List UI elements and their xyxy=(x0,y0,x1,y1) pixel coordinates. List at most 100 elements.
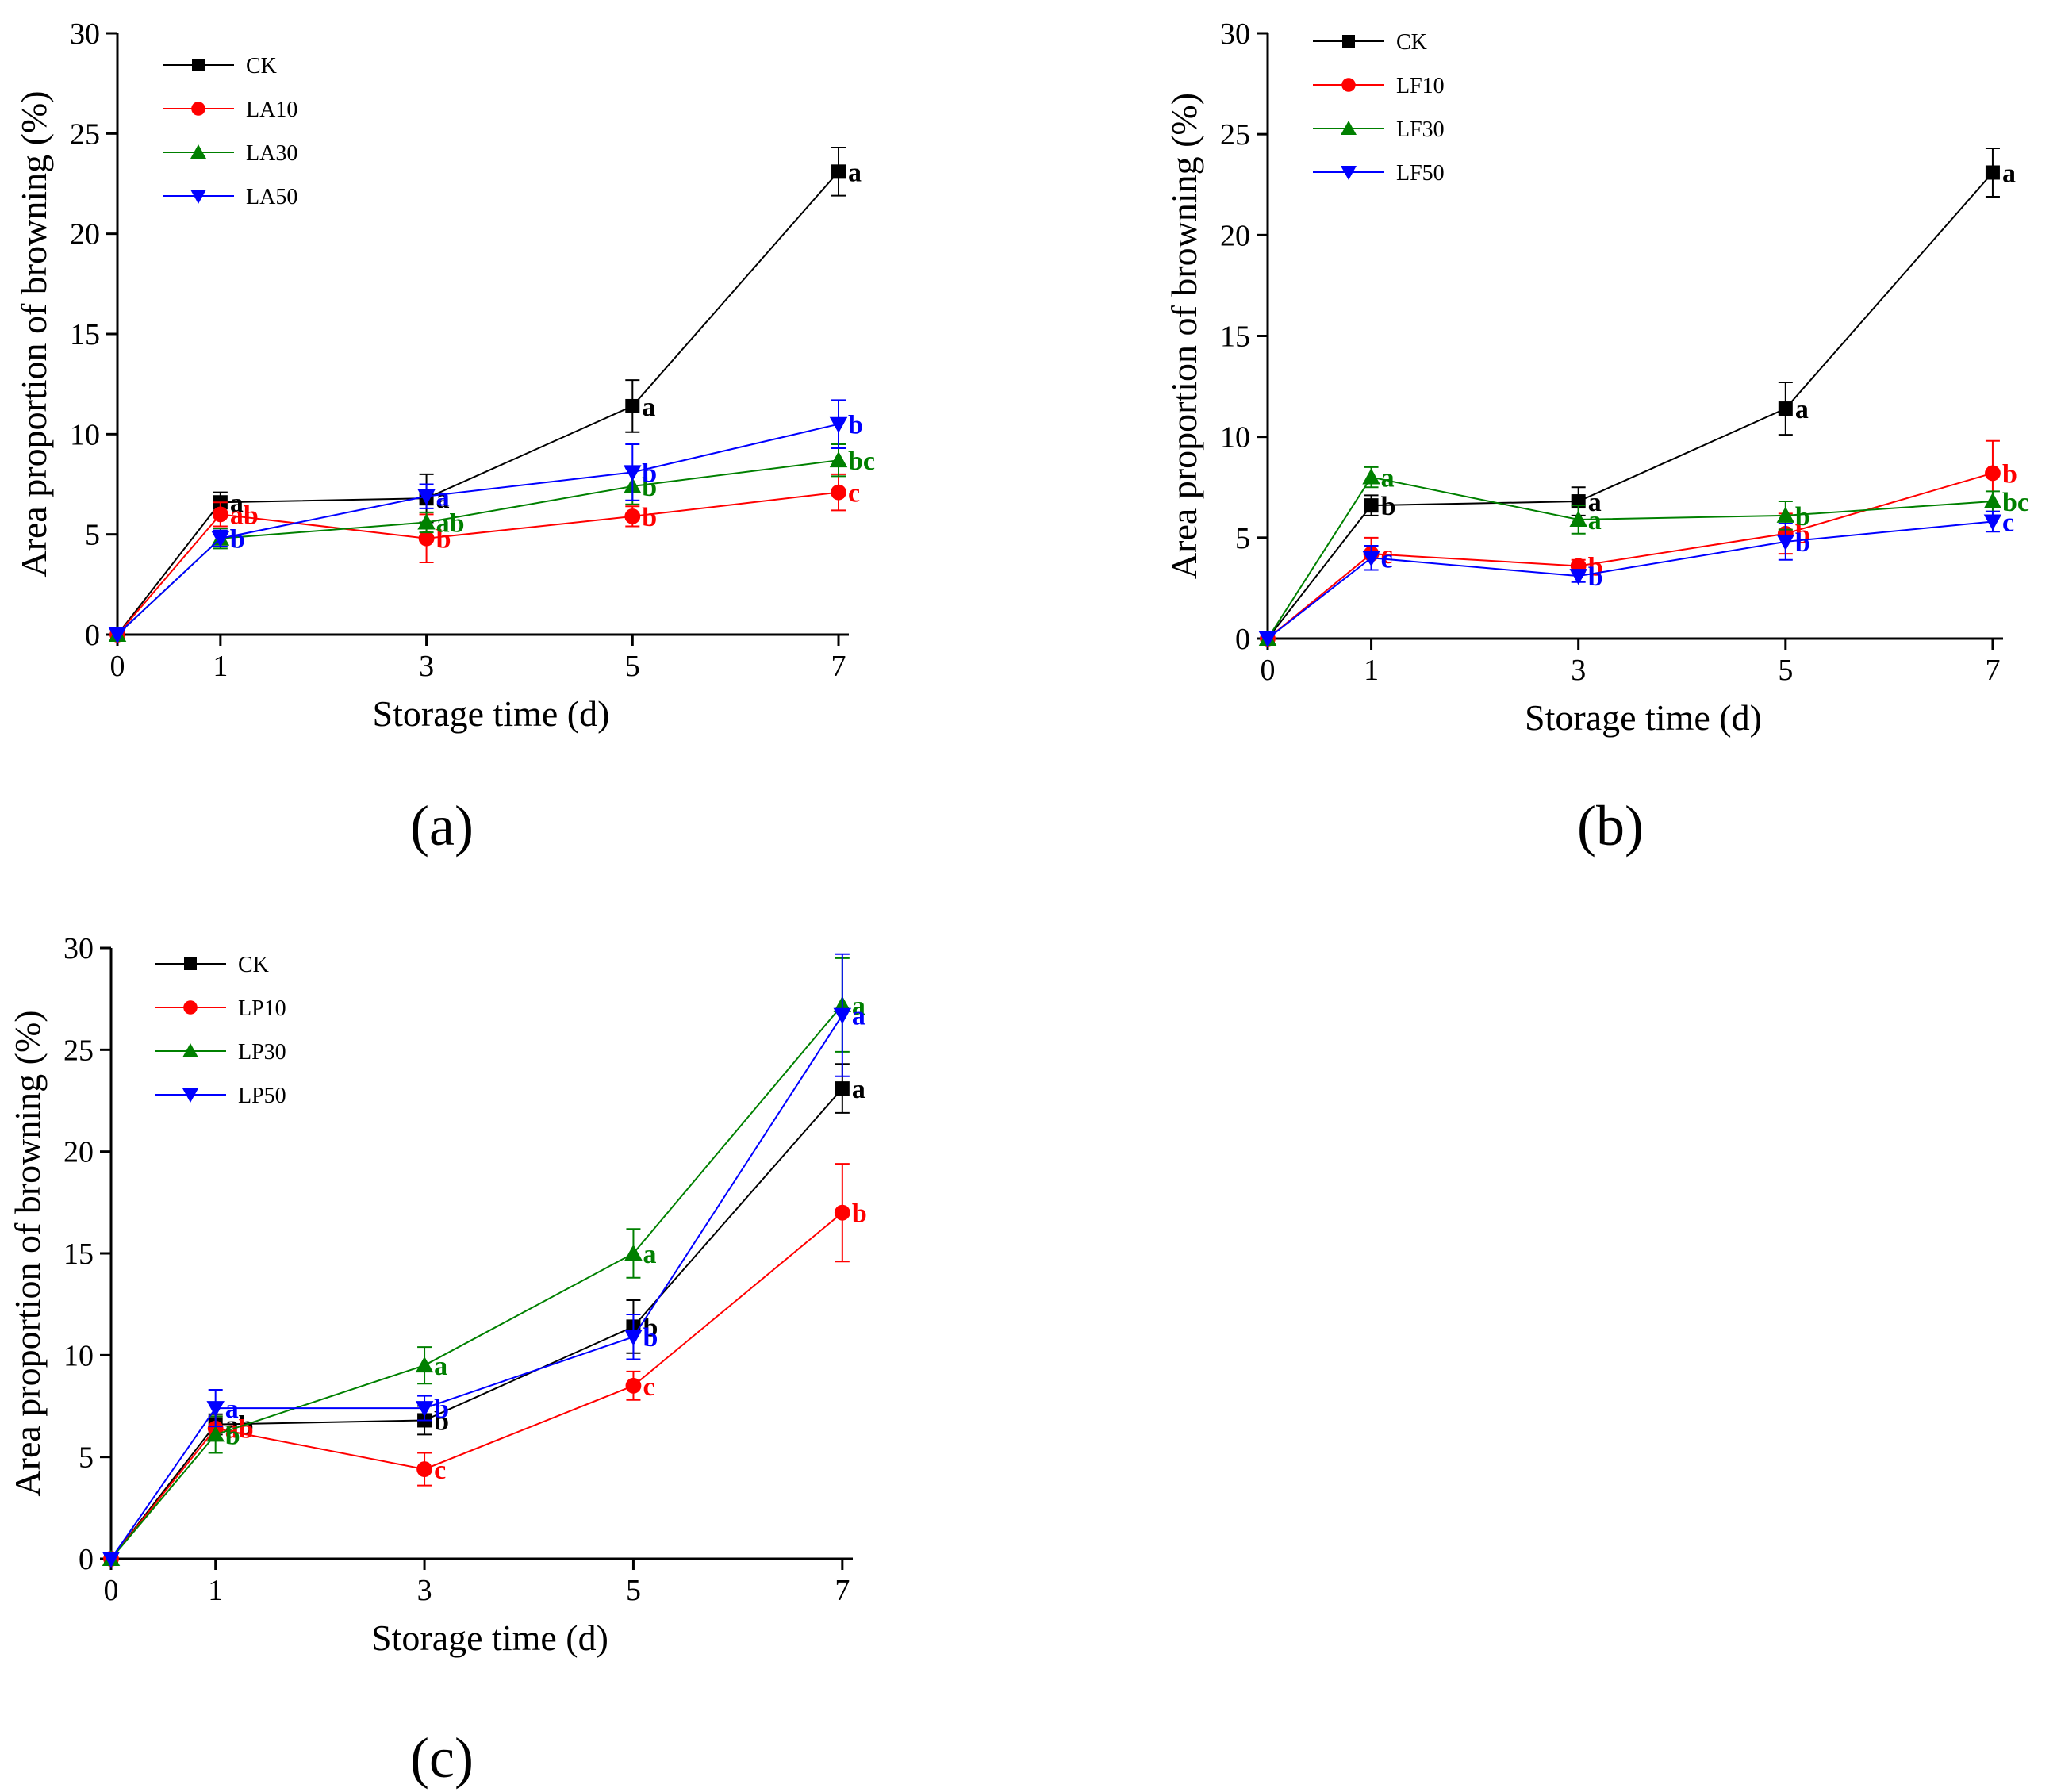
data-point xyxy=(108,627,127,644)
legend-marker xyxy=(191,102,205,116)
significance-letter: c xyxy=(434,1456,446,1485)
panel-label: (c) xyxy=(410,1726,474,1790)
y-tick-label: 10 xyxy=(1220,421,1250,455)
data-point xyxy=(1364,498,1379,513)
significance-letter: a xyxy=(434,1352,447,1381)
data-point xyxy=(102,1552,121,1568)
data-point xyxy=(1778,401,1793,416)
legend-label: CK xyxy=(246,54,277,79)
significance-letter: b xyxy=(434,1395,449,1424)
series-LF30: aa b bc xyxy=(1258,464,2029,646)
data-point xyxy=(1776,534,1795,551)
data-point xyxy=(829,416,848,433)
x-axis-title: Storage time (d) xyxy=(373,693,610,734)
series-line xyxy=(110,1004,843,1560)
data-point xyxy=(1258,631,1277,648)
legend-marker xyxy=(182,1043,198,1057)
significance-letter: b xyxy=(1381,492,1396,521)
significance-letter: a xyxy=(230,489,244,518)
significance-letter: a xyxy=(848,158,862,187)
data-point xyxy=(416,1461,432,1477)
series-LP50: a bba xyxy=(102,953,865,1568)
x-tick-label: 5 xyxy=(625,650,640,683)
data-point xyxy=(831,484,846,501)
x-tick-label: 5 xyxy=(1778,654,1793,687)
significance-letter: b xyxy=(643,1323,658,1353)
data-point xyxy=(624,465,642,482)
y-tick-label: 25 xyxy=(1220,118,1250,152)
data-point xyxy=(829,451,848,468)
significance-letter: b xyxy=(436,525,451,554)
data-point xyxy=(212,506,228,523)
series-line xyxy=(110,1211,843,1560)
series-line xyxy=(110,1015,843,1560)
y-tick-label: 5 xyxy=(1235,522,1250,555)
data-point xyxy=(211,531,230,547)
y-tick-label: 30 xyxy=(70,17,100,51)
legend-label: LA50 xyxy=(246,185,297,209)
data-point xyxy=(835,1081,850,1096)
significance-letter: a xyxy=(436,483,450,512)
legend-label: LF30 xyxy=(1396,117,1445,142)
significance-letter: b xyxy=(852,1199,867,1229)
significance-letter: a xyxy=(852,1002,865,1031)
y-tick-label: 20 xyxy=(1220,219,1250,252)
data-point xyxy=(417,513,436,530)
significance-letter: a xyxy=(436,485,450,514)
y-axis-title: Area proportion of browning (%) xyxy=(13,90,54,577)
legend-label: LP30 xyxy=(238,1040,286,1065)
legend-label: CK xyxy=(238,953,269,977)
legend-marker xyxy=(183,1000,198,1015)
x-tick-label: 7 xyxy=(1985,654,2000,687)
significance-letter: a xyxy=(225,1395,239,1424)
legend-marker xyxy=(190,190,206,204)
legend-label: LA30 xyxy=(246,141,297,166)
significance-letter: ab xyxy=(436,509,465,539)
legend-label: CK xyxy=(1396,30,1427,55)
series-line xyxy=(117,459,839,635)
x-tick-label: 0 xyxy=(104,1574,119,1607)
chart-panel-c: 0 5 10 15 20 25 30 0 1 3 5 7 Storage time (d) Area pr… xyxy=(7,932,867,1790)
significance-letter: bc xyxy=(848,447,875,476)
data-point xyxy=(833,1007,852,1024)
data-point xyxy=(1362,551,1380,567)
y-tick-label: 25 xyxy=(63,1034,94,1067)
data-point xyxy=(206,1401,225,1418)
series-line xyxy=(1267,171,1994,639)
x-tick-label: 0 xyxy=(110,650,125,683)
y-tick-label: 10 xyxy=(63,1339,94,1372)
significance-letter: b xyxy=(642,503,657,532)
y-tick-label: 0 xyxy=(79,1543,94,1576)
legend-marker xyxy=(1342,35,1355,48)
significance-letter: c xyxy=(1381,540,1393,570)
y-tick-label: 15 xyxy=(63,1238,94,1271)
significance-letter: bc xyxy=(2002,488,2029,517)
legend-marker xyxy=(190,144,206,159)
y-tick-label: 15 xyxy=(1220,320,1250,354)
x-tick-label: 5 xyxy=(626,1574,641,1607)
series-line xyxy=(110,1088,843,1560)
legend-marker xyxy=(1341,78,1356,92)
x-tick-label: 1 xyxy=(208,1574,223,1607)
chart-panel-a: 0 5 10 15 20 25 30 0 1 3 5 7 Storage time (d) Area pr… xyxy=(13,17,875,858)
significance-letter: b xyxy=(230,525,245,554)
data-point xyxy=(624,1244,643,1261)
legend-label: LA10 xyxy=(246,98,297,122)
data-point xyxy=(624,508,641,524)
legend-label: LP10 xyxy=(238,996,286,1021)
series-line xyxy=(1267,520,1994,639)
data-point xyxy=(625,1377,642,1394)
significance-letter: b xyxy=(434,1406,449,1436)
significance-letter: b xyxy=(848,411,863,440)
data-point xyxy=(1569,510,1587,527)
x-tick-label: 1 xyxy=(1364,654,1379,687)
y-axis-title: Area proportion of browning (%) xyxy=(7,1010,48,1496)
y-tick-label: 25 xyxy=(70,117,100,151)
y-tick-label: 5 xyxy=(79,1441,94,1475)
data-point xyxy=(417,489,436,505)
significance-letter: c xyxy=(643,1372,654,1402)
significance-letter: b xyxy=(643,1313,658,1342)
y-tick-label: 0 xyxy=(85,619,100,652)
legend-marker xyxy=(1341,166,1357,180)
